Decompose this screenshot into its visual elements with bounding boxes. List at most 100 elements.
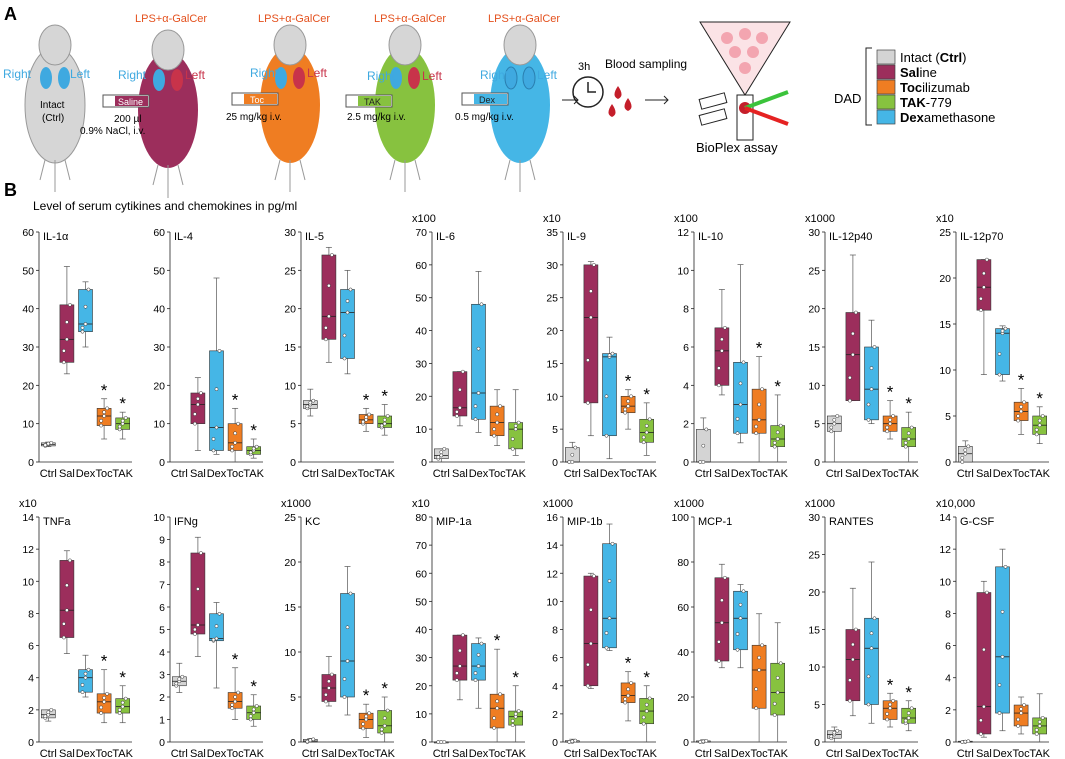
syringe-dex-label: Dex: [479, 95, 496, 105]
panel-a: A Right Left Intact (Ctrl) LPS+α-GalCer …: [3, 4, 995, 198]
legend-swatch-2: [876, 79, 896, 95]
category-label-TAK: TAK: [1029, 468, 1050, 480]
data-point: [382, 723, 387, 728]
data-point: [629, 681, 633, 685]
data-point: [86, 667, 91, 672]
box-Dex: [209, 350, 224, 451]
category-label-Toc: Toc: [620, 468, 638, 480]
data-point: [345, 625, 350, 630]
box-Toc: [620, 682, 636, 703]
data-point: [1016, 418, 1020, 423]
dad-label: DAD: [834, 91, 861, 106]
data-point: [230, 444, 234, 449]
y-tick-label: 0: [552, 457, 558, 469]
dex-left: Left: [537, 68, 558, 82]
y-tick-label: 10: [546, 391, 558, 403]
box-Dex: [864, 346, 879, 421]
data-point: [364, 714, 368, 719]
data-point: [592, 263, 596, 267]
category-label-Sal: Sal: [452, 468, 468, 480]
data-point: [342, 695, 347, 699]
data-point: [46, 441, 51, 446]
data-point: [848, 678, 852, 682]
data-point: [903, 718, 908, 723]
data-point: [754, 431, 758, 436]
box-Sal: [583, 575, 599, 687]
data-point: [361, 722, 365, 726]
data-point: [573, 738, 578, 743]
y-tick-label: 20: [808, 304, 820, 316]
y-tick-label: 0: [945, 457, 951, 469]
y-tick-label: 5: [945, 411, 951, 423]
data-point: [851, 642, 855, 647]
data-point: [717, 640, 721, 644]
data-point: [214, 636, 219, 641]
y-tick-label: 14: [546, 540, 558, 552]
y-tick-label: 2: [552, 709, 558, 721]
data-point: [760, 643, 764, 648]
dose-saline-2: 0.9% NaCl, i.v.: [80, 126, 145, 137]
data-point: [199, 551, 203, 555]
y-tick-label: 20: [546, 326, 558, 338]
y-tick-label: 25: [284, 512, 296, 524]
data-point: [1019, 707, 1023, 711]
data-point: [985, 257, 989, 262]
chart-MIP-1b: x1000 MIP-1b 0 2 4 6 8 10 12 14 16 Ctrl Sal Dex * Toc * T…: [543, 498, 658, 759]
chart-multiplier: x1000: [805, 213, 835, 225]
data-point: [717, 383, 721, 388]
chart-IL-5: IL-5 0 5 10 15 20 25 30 Ctrl Sal Dex * Toc * TAK: [284, 227, 395, 480]
data-point: [570, 452, 575, 457]
data-point: [589, 641, 593, 646]
data-point: [888, 417, 892, 422]
category-label-Ctrl: Ctrl: [826, 468, 843, 480]
legend-bold: Dex: [900, 110, 925, 125]
category-label-TAK: TAK: [112, 468, 133, 480]
category-label-Toc: Toc: [489, 468, 507, 480]
legend-post: ilizumab: [922, 80, 970, 95]
data-point: [455, 410, 459, 414]
box-Toc: [751, 644, 767, 709]
panel-b-subtitle: Level of serum cytikines and chemokines …: [33, 199, 297, 213]
box-Dex: [78, 289, 93, 332]
data-point: [903, 440, 908, 445]
data-point: [869, 646, 874, 651]
legend-bracket: [865, 47, 872, 126]
box-Dex: [602, 543, 617, 649]
data-point: [832, 421, 837, 426]
data-point: [607, 579, 612, 583]
box-TAK: [901, 427, 917, 447]
data-point: [330, 253, 334, 257]
data-point: [80, 690, 85, 695]
data-point: [510, 437, 515, 441]
box-Sal: [845, 629, 861, 702]
data-point: [869, 387, 874, 392]
data-point: [985, 590, 989, 595]
data-point: [102, 699, 106, 704]
data-point: [327, 679, 331, 684]
data-point: [760, 387, 764, 392]
box-Dex: [471, 303, 486, 420]
data-point: [379, 731, 384, 735]
category-label-Dex: Dex: [993, 748, 1013, 759]
data-point: [698, 460, 703, 464]
y-tick-label: 20: [415, 681, 427, 693]
syringe-saline-label: Saline: [118, 97, 143, 107]
data-point: [888, 706, 892, 711]
y-tick-label: 4: [159, 647, 165, 659]
y-tick-label: 0: [159, 737, 165, 749]
data-point: [510, 447, 515, 451]
data-point: [1037, 720, 1042, 724]
data-point: [80, 683, 85, 687]
data-point: [626, 687, 630, 692]
syringe-toc: [231, 92, 279, 106]
chart-IL-12p70: x10 IL-12p70 0 5 10 15 20 25 Ctrl Sal Dex * Toc * TAK: [936, 213, 1051, 480]
box-Sal: [976, 259, 992, 311]
category-label-Ctrl: Ctrl: [826, 748, 843, 759]
category-label-Sal: Sal: [583, 748, 599, 759]
box-Sal: [714, 577, 730, 662]
data-point: [906, 431, 911, 436]
box-Sal: [714, 327, 730, 386]
y-tick-label: 12: [22, 544, 34, 556]
